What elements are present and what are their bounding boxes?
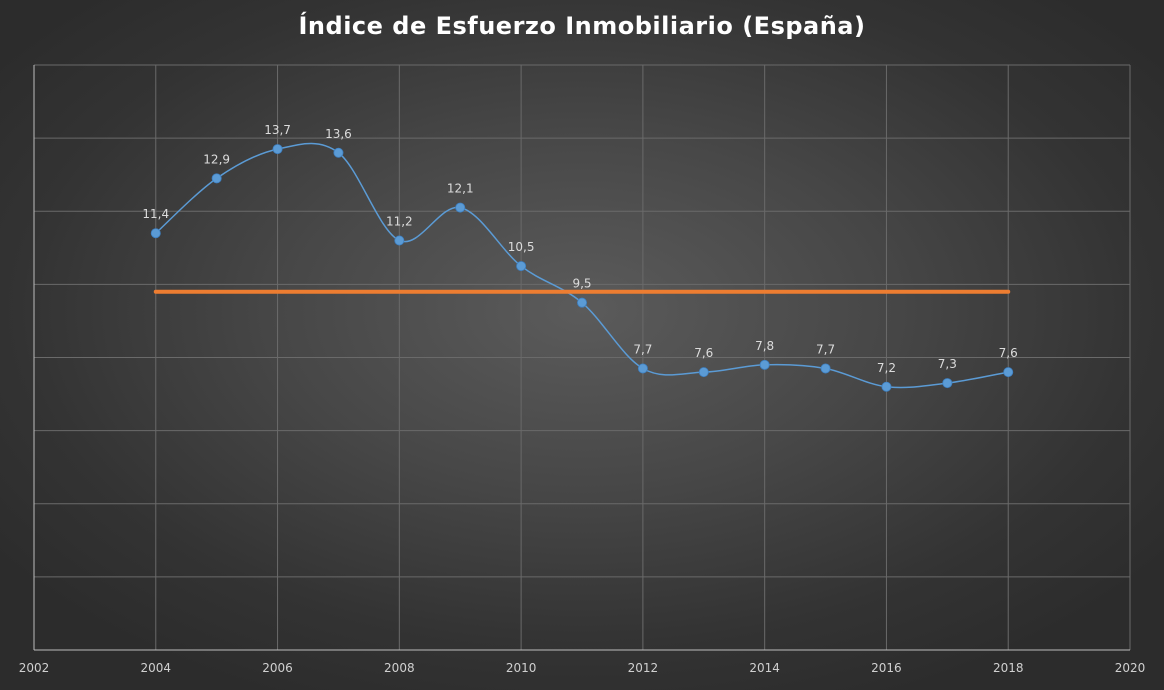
data-label: 11,4 bbox=[142, 207, 169, 221]
data-point bbox=[637, 363, 648, 374]
data-label: 9,5 bbox=[572, 277, 591, 291]
x-tick-label: 2010 bbox=[506, 661, 537, 675]
data-point bbox=[516, 261, 527, 272]
data-labels: 11,4 12,9 13,7 13,6 11,2 12,1 10,5 9,5 7,7 7,6 7,8… bbox=[142, 123, 1017, 375]
data-point bbox=[1003, 367, 1014, 378]
data-label: 7,7 bbox=[816, 342, 835, 356]
axes: 2002 2004 2006 2008 2010 2012 2014 2016 2018 2020 bbox=[19, 65, 1146, 675]
data-label: 7,8 bbox=[755, 339, 774, 353]
data-point bbox=[211, 173, 222, 184]
data-label: 12,1 bbox=[447, 182, 474, 196]
data-point bbox=[577, 297, 588, 308]
x-tick-label: 2016 bbox=[871, 661, 902, 675]
x-tick-label: 2004 bbox=[141, 661, 172, 675]
x-tick-label: 2002 bbox=[19, 661, 50, 675]
data-label: 7,6 bbox=[999, 346, 1018, 360]
data-point bbox=[333, 147, 344, 158]
gridlines bbox=[34, 64, 1131, 650]
data-point bbox=[150, 228, 161, 239]
data-point bbox=[881, 381, 892, 392]
data-point bbox=[759, 359, 770, 370]
data-label: 12,9 bbox=[203, 152, 230, 166]
x-tick-label: 2020 bbox=[1115, 661, 1146, 675]
data-label: 7,2 bbox=[877, 361, 896, 375]
data-point bbox=[272, 144, 283, 155]
x-tick-label: 2008 bbox=[384, 661, 415, 675]
data-point bbox=[820, 363, 831, 374]
data-point bbox=[698, 367, 709, 378]
data-label: 7,7 bbox=[633, 342, 652, 356]
data-label: 10,5 bbox=[508, 240, 535, 254]
x-tick-label: 2006 bbox=[262, 661, 293, 675]
data-label: 11,2 bbox=[386, 215, 413, 229]
data-point bbox=[942, 378, 953, 389]
data-label: 7,6 bbox=[694, 346, 713, 360]
data-label: 13,6 bbox=[325, 127, 352, 141]
series bbox=[150, 142, 1014, 392]
chart-title: Índice de Esfuerzo Inmobiliario (España) bbox=[298, 12, 866, 40]
data-point bbox=[394, 235, 405, 246]
x-tick-label: 2014 bbox=[749, 661, 780, 675]
x-tick-label: 2012 bbox=[628, 661, 659, 675]
series-line bbox=[155, 142, 1009, 389]
data-point bbox=[455, 202, 466, 213]
x-tick-label: 2018 bbox=[993, 661, 1024, 675]
data-label: 13,7 bbox=[264, 123, 291, 137]
data-label: 7,3 bbox=[938, 357, 957, 371]
